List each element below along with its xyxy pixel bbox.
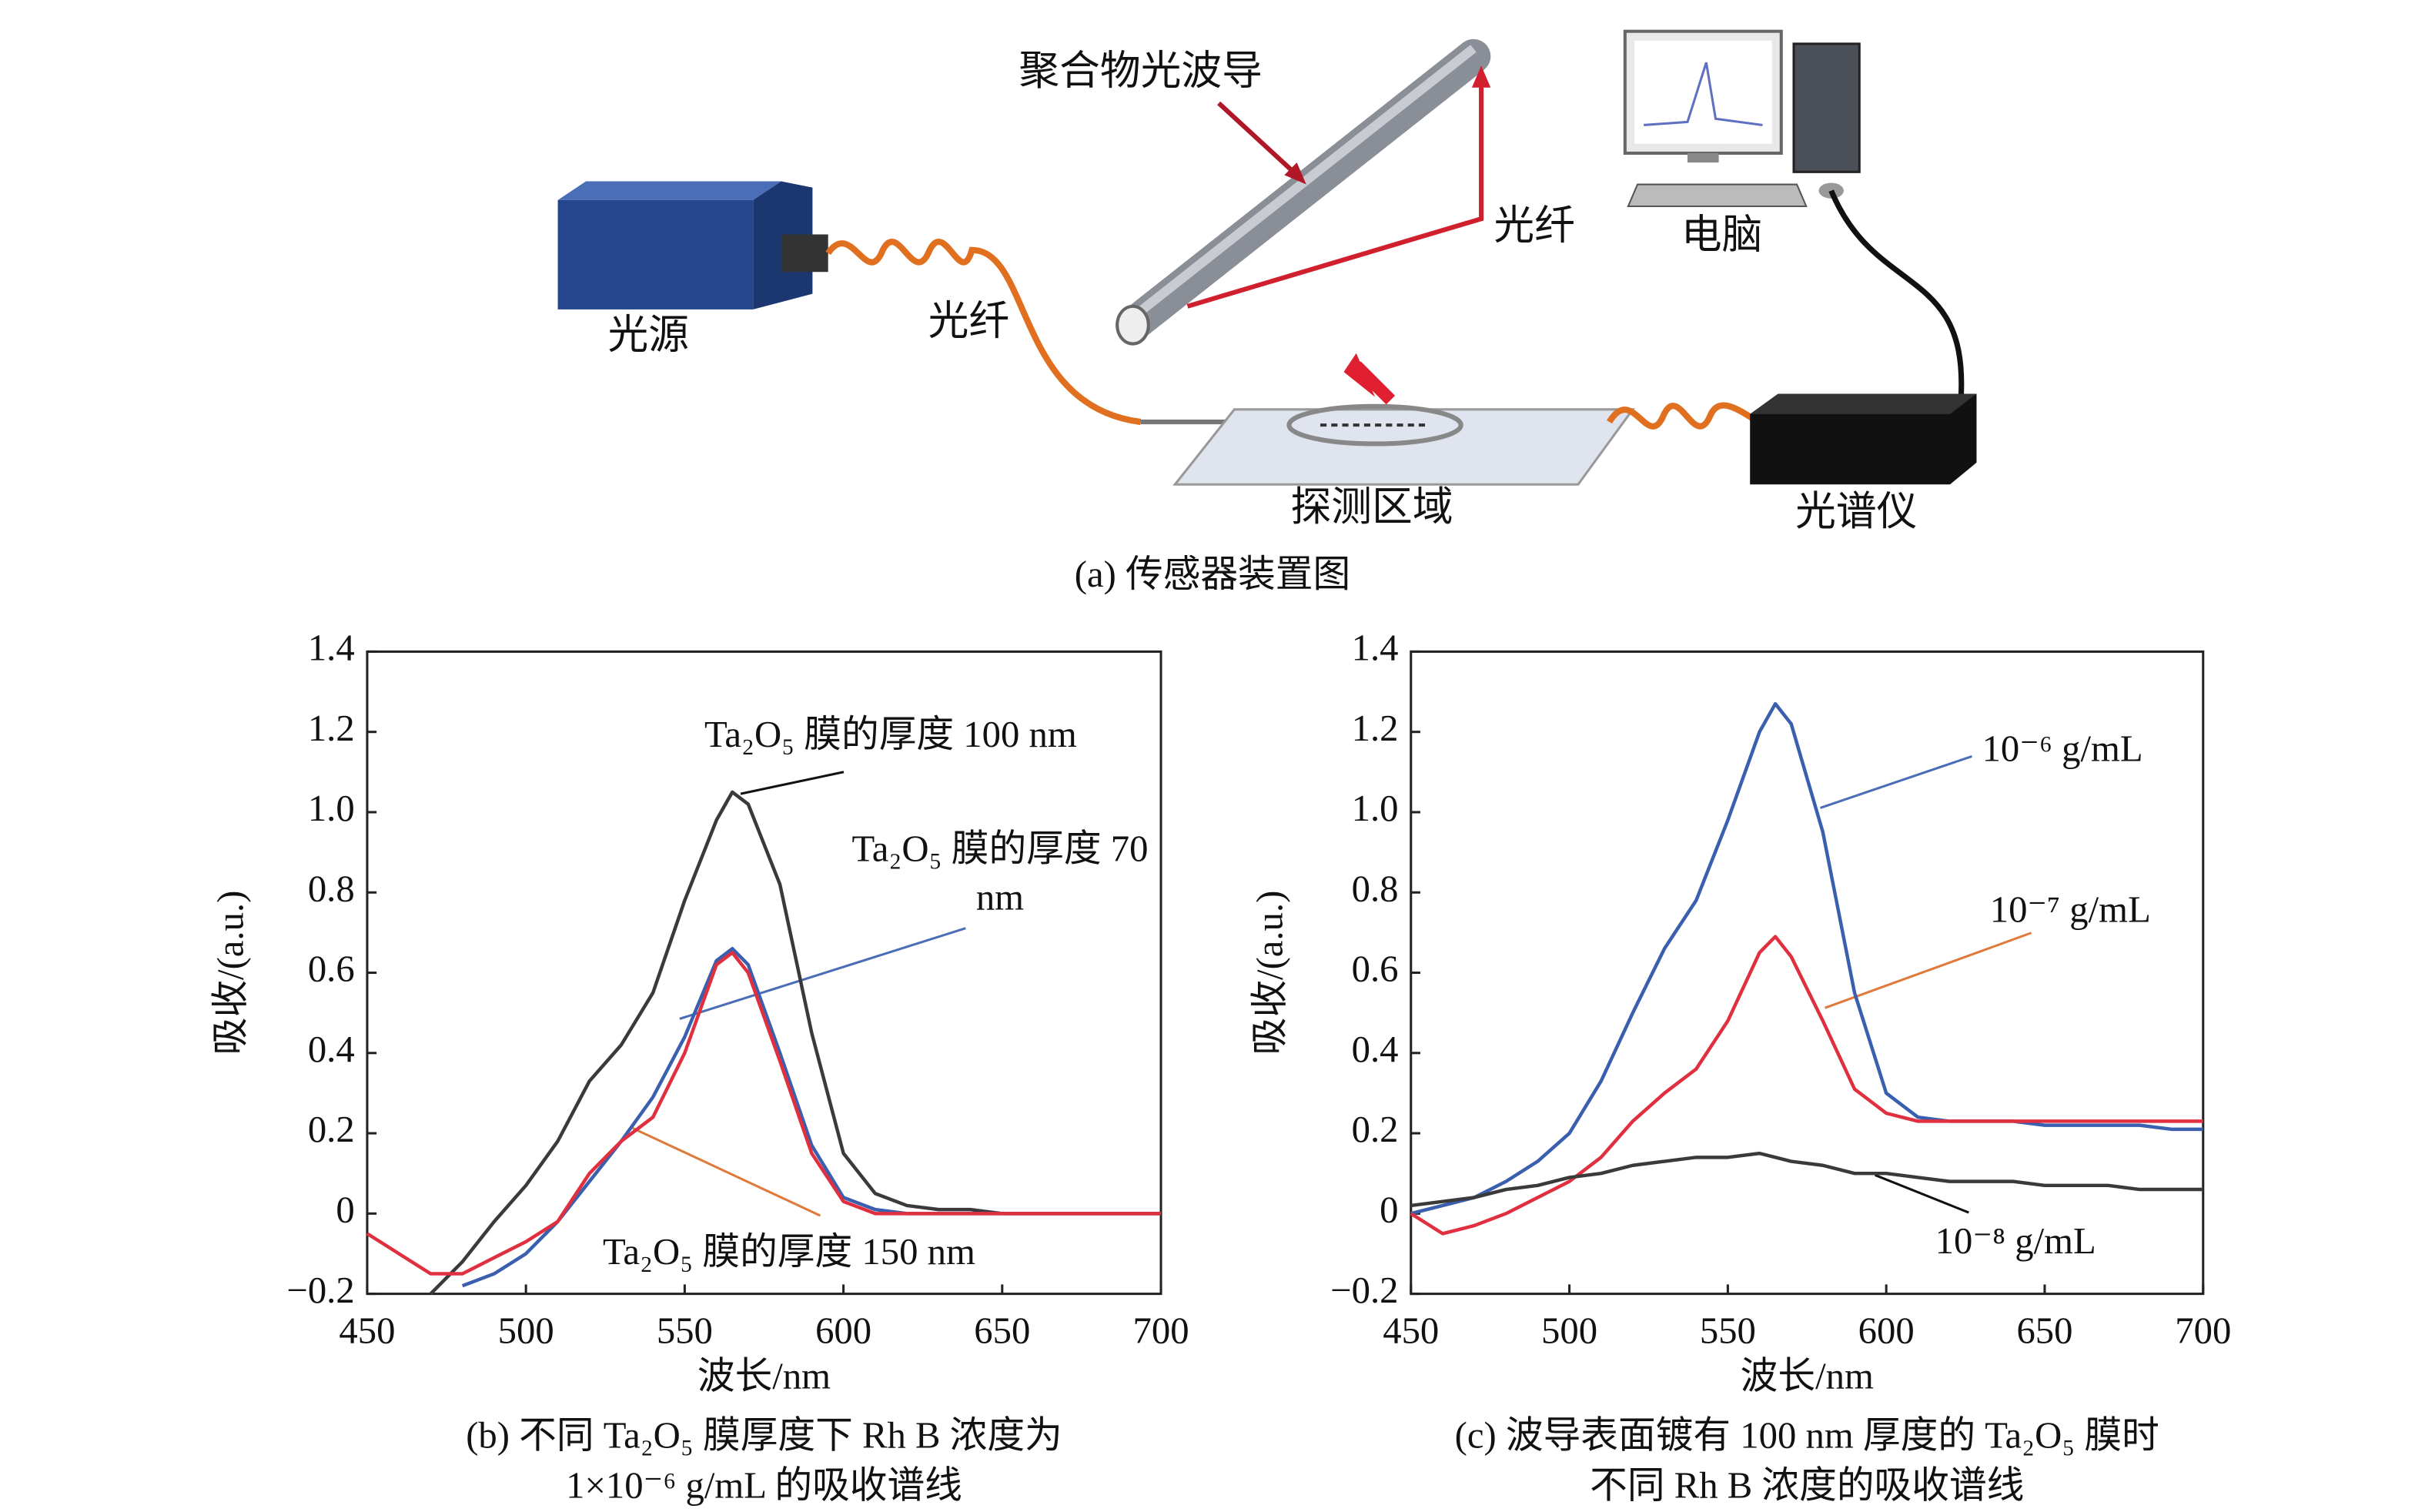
y-tick-label: 1.2 (1352, 707, 1399, 749)
tower (1792, 42, 1861, 173)
fiber-left (825, 239, 1142, 426)
x-tick-label: 700 (2175, 1310, 2231, 1352)
y-tick-label: 1.0 (1352, 788, 1399, 829)
y-tick-label: −0.2 (1330, 1269, 1398, 1311)
screen-plot (1644, 62, 1763, 126)
chart: −0.2 0 0.2 0.4 0.6 0.8 1.0 1.2 1.4 450 500 550 600 65… (210, 627, 1189, 1507)
leader (632, 1127, 821, 1217)
x-tick-label: 500 (498, 1310, 554, 1352)
x-tick-label: 450 (339, 1310, 395, 1352)
detection-ring (1286, 403, 1463, 447)
y-tick-label: 0.8 (1352, 868, 1399, 909)
fiber-red (1186, 75, 1484, 309)
x-tick-label: 450 (1383, 1310, 1439, 1352)
fiber-red-arrow (1471, 65, 1491, 88)
series-label: 10⁻⁷ g/mL (1989, 890, 2151, 932)
y-tick-label: 0.8 (308, 868, 355, 909)
x-tick-label: 650 (974, 1310, 1030, 1352)
y-tick-label: 0.4 (1352, 1029, 1399, 1070)
y-tick-label: 0 (1380, 1189, 1398, 1231)
x-tick-label: 550 (1700, 1310, 1756, 1352)
cable (1828, 189, 1965, 399)
y-tick-label: 0.2 (308, 1109, 355, 1150)
series-label-text: 10⁻⁸ g/mL (1935, 1222, 2096, 1263)
caption: (b) 不同 Ta₂O₅ 膜厚度下 Rh B 浓度为 (466, 1415, 1062, 1457)
y-axis-label: 吸收/(a.u.) (1249, 891, 1290, 1055)
series-line (1410, 701, 2203, 1216)
label: 光纤 (928, 299, 1010, 343)
x-tick-label: 600 (1858, 1310, 1915, 1352)
y-tick-label: 0.6 (1352, 948, 1399, 990)
leader (740, 771, 845, 795)
waveguide-end (1116, 304, 1150, 346)
y-tick-label: 1.0 (308, 788, 355, 829)
leaders (632, 754, 2032, 1217)
chart: −0.2 0 0.2 0.4 0.6 0.8 1.0 1.2 1.4 450 500 550 600 65… (1249, 627, 2231, 1507)
x-tick-label: 600 (815, 1310, 871, 1352)
caption: 不同 Rh B 浓度的吸收谱线 (1590, 1464, 2024, 1506)
series-line (366, 951, 1162, 1276)
caption: (c) 波导表面镀有 100 nm 厚度的 Ta₂O₅ 膜时 (1455, 1415, 2159, 1457)
series-line (1410, 935, 2203, 1236)
label: 聚合物光波导 (1018, 49, 1263, 94)
label: 光纤 (1493, 204, 1575, 249)
fiber-right (1607, 402, 1755, 430)
series-label-text: 10⁻⁶ g/mL (1982, 729, 2143, 771)
label: 探测区域 (1290, 485, 1453, 530)
series-label-text: Ta₂O₅ 膜的厚度 70 nm (851, 829, 1149, 919)
leader (679, 927, 966, 1020)
label: 光谱仪 (1795, 490, 1917, 534)
monitor-stand (1687, 152, 1719, 163)
caption: 1×10⁻⁶ g/mL 的吸收谱线 (566, 1464, 962, 1506)
series-label: 10⁻⁶ g/mL (1982, 729, 2143, 771)
x-tick-label: 650 (2016, 1310, 2072, 1352)
spectrometer-top (1750, 393, 1977, 414)
setup-diagram: 聚合物光波导 光纤 电脑 光源 光纤 探测区域 光谱仪 (a) 传感器装置图 (557, 29, 1977, 595)
waveguide-rod (1116, 38, 1491, 343)
leader (1825, 932, 2032, 1009)
x-tick-label: 700 (1132, 1310, 1189, 1352)
series-line (1410, 1151, 2203, 1208)
series-label: Ta₂O₅ 膜的厚度 100 nm (704, 715, 1077, 757)
x-tick-label: 500 (1541, 1310, 1597, 1352)
monitor-screen (1634, 40, 1772, 144)
series-label: 10⁻⁸ g/mL (1935, 1222, 2096, 1263)
spectrometer-box (1750, 393, 1977, 485)
leader (1875, 1173, 1969, 1214)
waveguide-pointer-head (1284, 162, 1306, 185)
x-axis-label: 波长/nm (1741, 1355, 1874, 1397)
y-tick-label: 0.4 (308, 1029, 355, 1070)
waveguide-pointer (1217, 101, 1299, 177)
arrow (1351, 361, 1396, 405)
series-label-text: Ta₂O₅ 膜的厚度 150 nm (603, 1233, 975, 1274)
y-tick-label: 1.4 (308, 627, 355, 669)
x-axis-label: 波长/nm (697, 1355, 831, 1397)
label: 光源 (608, 313, 690, 358)
series-label: Ta₂O₅ 膜的厚度 150 nm (603, 1233, 975, 1274)
caption: (a) 传感器装置图 (1075, 554, 1350, 595)
detection-slide (1172, 408, 1635, 486)
y-tick-label: 0.6 (308, 948, 355, 990)
y-tick-label: 1.4 (1352, 627, 1399, 669)
keyboard (1627, 183, 1808, 207)
y-axis-label: 吸收/(a.u.) (210, 891, 252, 1055)
y-tick-label: 1.2 (308, 707, 355, 749)
y-tick-label: 0.2 (1352, 1109, 1399, 1150)
label: 电脑 (1681, 213, 1763, 258)
series-label: Ta₂O₅ 膜的厚度 70 nm (851, 829, 1149, 919)
source-top (557, 181, 781, 200)
y-tick-label: 0 (336, 1189, 354, 1231)
x-tick-label: 550 (657, 1310, 713, 1352)
series-label-text: Ta₂O₅ 膜的厚度 100 nm (704, 715, 1077, 757)
y-tick-label: −0.2 (286, 1269, 354, 1311)
source-port (781, 234, 828, 273)
source-box (557, 199, 754, 309)
leader (1820, 754, 1972, 809)
series-label-text: 10⁻⁷ g/mL (1989, 890, 2151, 932)
